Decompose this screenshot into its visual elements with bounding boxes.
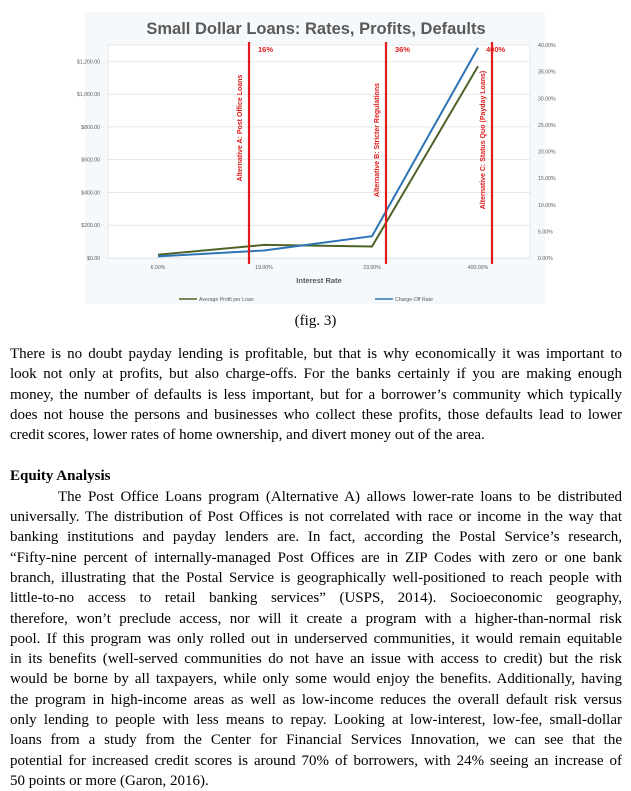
text-line: in its benefits (well-served communities…	[10, 651, 622, 668]
legend-label-charge-off-rate: Charge-Off Rate	[395, 297, 433, 303]
text-line: universally. The distribution of Post Of…	[10, 509, 622, 526]
plot-area	[107, 44, 531, 259]
chart-figure: Small Dollar Loans: Rates, Profits, Defa…	[0, 0, 631, 312]
y-right-tick-label: 35.00%	[538, 70, 556, 76]
x-tick-label: 6.00%	[151, 265, 166, 271]
text-line: little-to-no access to retail banking se…	[10, 590, 622, 607]
text-line: does not house the persons and businesse…	[10, 406, 622, 423]
y-right-tick-label: 0.00%	[538, 256, 553, 262]
x-tick-label: 400.00%	[468, 265, 489, 271]
paragraph-equity-analysis: The Post Office Loans program (Alternati…	[10, 487, 622, 791]
y-right-tick-label: 10.00%	[538, 203, 556, 209]
y-left-tick-label: $1,000.00	[77, 92, 100, 98]
text-line: loans from a study from the Center for F…	[10, 732, 622, 749]
annotation-label: Alternative C: Status Quo (Payday Loans)	[480, 71, 487, 209]
text-line: pool. If this program was only rolled ou…	[10, 630, 622, 647]
x-tick-label: 19.00%	[255, 265, 273, 271]
series-line-average-profit	[157, 65, 479, 256]
text-line: potential for increased credit scores is…	[10, 752, 622, 769]
text-line: banking institutions and payday lenders …	[10, 529, 622, 546]
text-line: look not only at profits, but also charg…	[10, 366, 622, 383]
section-heading: Equity Analysis	[10, 468, 111, 485]
text-line: There is no doubt payday lending is prof…	[10, 346, 622, 362]
chart-svg: Small Dollar Loans: Rates, Profits, Defa…	[77, 12, 556, 304]
text-line: the program in high-income areas as well…	[10, 691, 622, 708]
x-tick-label: 23.00%	[363, 265, 381, 271]
text-line: credit scores, lower rates of home owner…	[10, 427, 485, 444]
text-line: therefore, won’t preclude access, nor wi…	[10, 610, 622, 627]
annotation-label: Alternative A: Post Office Loans	[237, 75, 244, 182]
annotation-rate-label: 400%	[486, 45, 506, 54]
series-line-charge-off-rate	[157, 47, 479, 258]
y-left-tick-label: $0.00	[87, 256, 100, 262]
paragraph-payday-profit: There is no doubt payday lending is prof…	[10, 344, 622, 445]
text-body: There is no doubt payday lending is prof…	[10, 344, 622, 791]
text-line: 50 points or more (Garon, 2016).	[10, 772, 209, 789]
annotation-label: Alternative B: Stricter Regulations	[374, 83, 381, 197]
y-right-tick-label: 20.00%	[538, 150, 556, 156]
annotation-rate-label: 36%	[395, 45, 410, 54]
y-right-tick-label: 30.00%	[538, 96, 556, 102]
y-left-tick-label: $1,200.00	[77, 59, 100, 65]
y-right-tick-label: 25.00%	[538, 123, 556, 129]
y-left-tick-label: $600.00	[81, 158, 100, 164]
chart-title: Small Dollar Loans: Rates, Profits, Defa…	[146, 20, 485, 38]
text-line: The Post Office Loans program (Alternati…	[58, 488, 622, 505]
text-line: would be borne by all taxpayers, while o…	[10, 671, 622, 688]
text-line: only lending to people with less means t…	[10, 712, 622, 729]
y-right-tick-label: 40.00%	[538, 43, 556, 49]
legend-label-average-profit: Average Profit per Loan	[199, 297, 254, 303]
y-right-tick-label: 15.00%	[538, 176, 556, 182]
y-left-tick-label: $400.00	[81, 190, 100, 196]
annotation-rate-label: 16%	[258, 45, 273, 54]
y-left-tick-label: $800.00	[81, 125, 100, 131]
text-line: “Fifty-nine percent of internally-manage…	[10, 549, 622, 566]
text-line: branch, illustrating that the Postal Ser…	[10, 569, 622, 586]
figure-caption: (fig. 3)	[294, 313, 337, 329]
text-line: money, the number of defaults is less im…	[10, 386, 622, 403]
y-right-tick-label: 5.00%	[538, 229, 553, 235]
x-axis-label: Interest Rate	[296, 276, 341, 285]
y-left-tick-label: $200.00	[81, 223, 100, 229]
